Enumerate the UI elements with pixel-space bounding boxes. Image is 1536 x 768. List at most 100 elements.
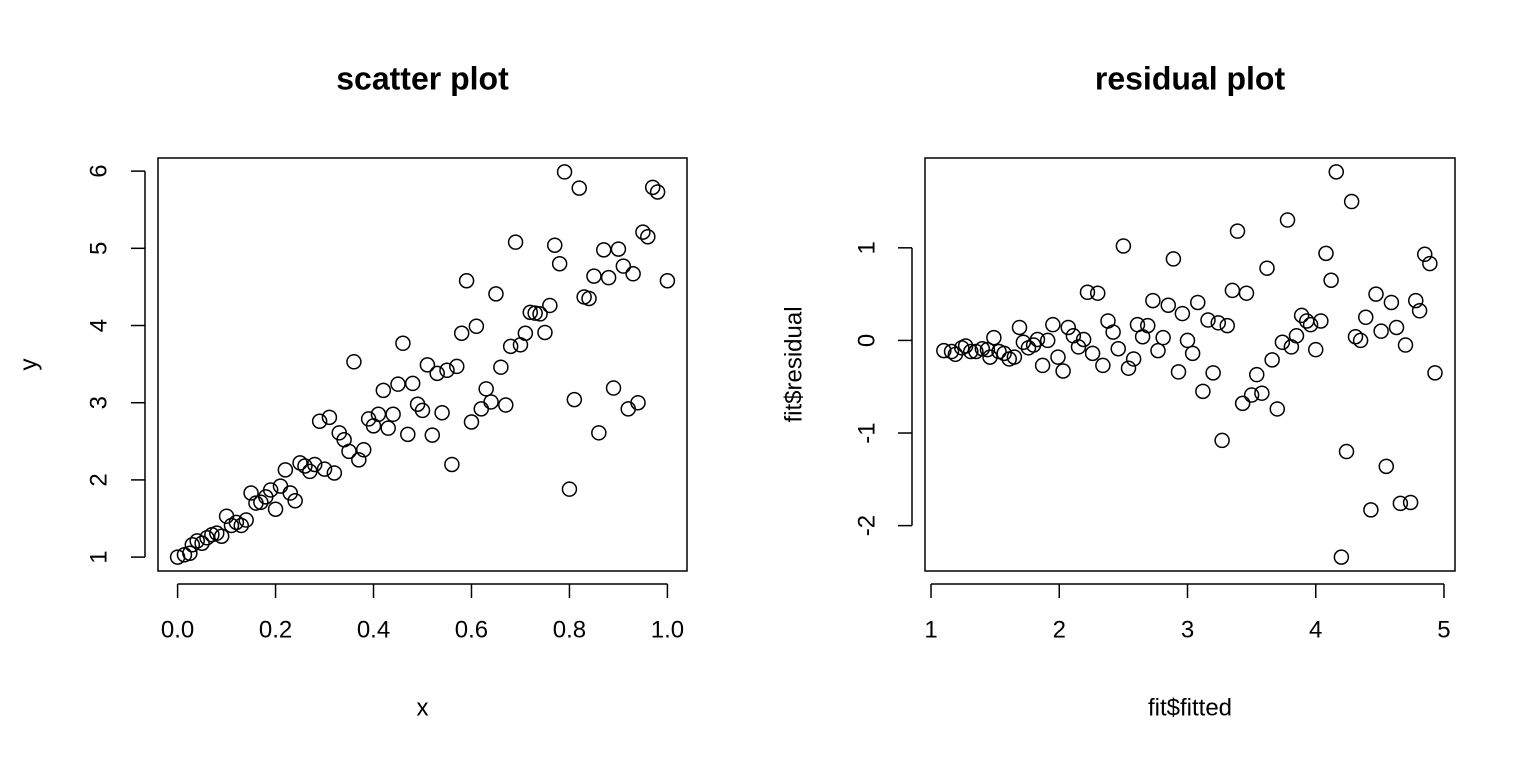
point xyxy=(478,381,494,397)
point xyxy=(556,164,573,180)
point xyxy=(581,290,597,307)
point xyxy=(1105,324,1121,340)
point xyxy=(551,256,568,272)
point xyxy=(1402,494,1419,511)
point xyxy=(409,396,426,413)
point xyxy=(1134,328,1151,345)
point xyxy=(287,493,303,509)
point xyxy=(1288,328,1305,344)
point xyxy=(424,427,441,443)
y-axis-label: y xyxy=(15,359,42,371)
point xyxy=(1408,292,1424,309)
point xyxy=(243,485,259,501)
x-tick-label: 1 xyxy=(924,616,937,643)
point xyxy=(253,494,269,511)
point xyxy=(1219,317,1236,334)
point xyxy=(1205,365,1221,381)
point xyxy=(1200,312,1216,328)
point xyxy=(615,258,632,274)
point xyxy=(498,397,514,413)
point xyxy=(635,224,651,240)
point xyxy=(1279,212,1296,228)
point xyxy=(996,345,1012,362)
x-tick-label: 1.0 xyxy=(651,616,684,643)
point xyxy=(1084,345,1101,362)
point xyxy=(262,482,279,498)
point xyxy=(1328,164,1345,180)
point xyxy=(400,426,416,443)
point xyxy=(228,514,245,531)
y-tick-label: -1 xyxy=(853,422,880,443)
x-tick-label: 0.0 xyxy=(161,616,194,643)
point xyxy=(1089,285,1106,301)
point xyxy=(1397,337,1414,353)
point xyxy=(1357,309,1374,326)
y-tick-label: 3 xyxy=(85,396,112,409)
point xyxy=(591,425,607,441)
point xyxy=(1347,328,1364,345)
point xyxy=(1125,351,1142,367)
point xyxy=(282,485,298,501)
point xyxy=(233,517,250,534)
point xyxy=(1195,383,1211,400)
point xyxy=(1050,349,1066,365)
point xyxy=(1392,495,1409,512)
point xyxy=(194,535,210,551)
point xyxy=(1179,332,1196,349)
plot-box xyxy=(157,157,688,572)
point xyxy=(306,456,323,473)
point xyxy=(272,478,289,494)
point xyxy=(1259,260,1275,276)
point xyxy=(297,458,313,474)
point xyxy=(1416,246,1433,263)
point xyxy=(468,318,485,335)
point xyxy=(625,266,641,282)
y-tick-label: 5 xyxy=(85,242,112,255)
point xyxy=(1139,317,1156,334)
y-tick-label: 2 xyxy=(85,473,112,486)
point xyxy=(385,406,401,423)
point xyxy=(1269,401,1286,417)
point xyxy=(292,455,308,471)
point xyxy=(547,237,563,253)
point xyxy=(182,545,198,561)
point xyxy=(184,537,201,553)
point xyxy=(1313,313,1329,329)
point xyxy=(404,375,421,392)
point xyxy=(463,414,480,430)
point xyxy=(640,228,656,245)
point xyxy=(1363,502,1379,518)
point xyxy=(630,394,646,411)
point xyxy=(507,234,524,250)
point xyxy=(1034,357,1051,374)
point xyxy=(395,335,411,352)
point xyxy=(1422,255,1438,272)
point xyxy=(644,179,661,196)
chart-title: residual plot xyxy=(1095,60,1286,96)
point xyxy=(1343,193,1360,210)
point xyxy=(1006,349,1023,365)
point xyxy=(1238,285,1255,301)
point xyxy=(943,343,960,360)
point xyxy=(419,357,436,373)
y-tick-label: 1 xyxy=(853,241,880,254)
point xyxy=(1388,319,1405,336)
point xyxy=(571,180,587,196)
x-tick-label: 0.4 xyxy=(357,616,390,643)
point xyxy=(1368,286,1384,302)
y-tick-label: -2 xyxy=(853,515,880,536)
point xyxy=(963,343,979,360)
point xyxy=(1060,319,1076,336)
point xyxy=(1039,332,1056,349)
plot-box xyxy=(924,157,1456,572)
point xyxy=(1234,395,1251,412)
x-tick-label: 0.2 xyxy=(259,616,292,643)
point xyxy=(213,528,230,545)
point xyxy=(1075,331,1092,348)
point xyxy=(1411,303,1428,319)
point xyxy=(1165,251,1182,267)
x-tick-label: 5 xyxy=(1437,616,1450,643)
point xyxy=(1427,365,1443,381)
point xyxy=(238,512,254,528)
